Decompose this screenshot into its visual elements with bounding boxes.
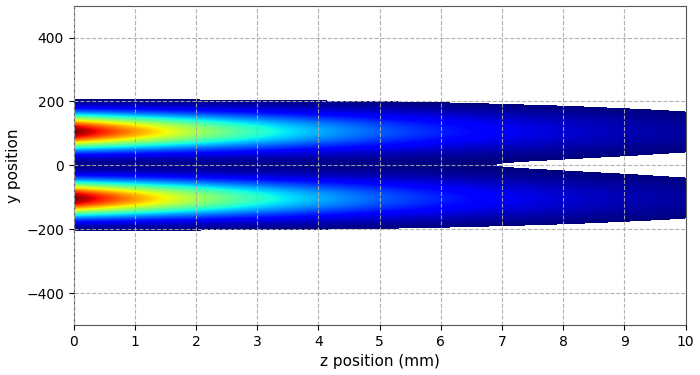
Y-axis label: y position: y position [6,128,20,202]
X-axis label: z position (mm): z position (mm) [320,354,440,369]
